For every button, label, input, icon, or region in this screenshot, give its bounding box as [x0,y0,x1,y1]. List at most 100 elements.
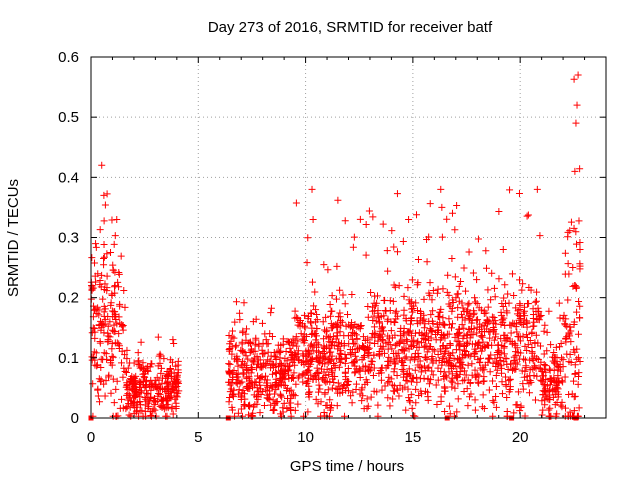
data-point [257,391,265,399]
data-point [567,359,575,367]
data-point [267,309,275,317]
data-point [237,393,245,401]
data-point [108,307,116,315]
data-point [136,364,144,372]
data-point [576,238,584,246]
data-point [533,185,541,193]
data-point [569,263,577,271]
data-point [308,331,316,339]
data-point [537,312,545,320]
data-point [342,322,350,330]
data-point [349,328,357,336]
data-point [169,410,177,418]
data-point [291,392,299,400]
data-point [90,325,98,333]
data-point [421,320,429,328]
data-point [413,378,421,386]
data-point [446,302,454,310]
data-point [372,317,380,325]
data-point [365,207,373,215]
data-point [232,298,240,306]
data-point [242,352,250,360]
data-point [539,391,547,399]
data-point [93,362,101,370]
data-point [501,337,509,345]
data-point [490,284,498,292]
data-point [144,390,152,398]
data-point [322,402,330,410]
data-point [358,397,366,405]
data-point [335,363,343,371]
data-point [336,349,344,357]
data-point [366,339,374,347]
data-point [554,393,562,401]
data-point [92,240,100,248]
data-point [495,275,503,283]
data-point [406,300,414,308]
data-point [268,370,276,378]
data-point [416,375,424,383]
data-point [115,330,123,338]
data-point [330,379,338,387]
data-point [412,385,420,393]
data-point [118,323,126,331]
data-point [157,369,165,377]
data-point [342,354,350,362]
data-point [350,359,358,367]
data-point [545,406,553,414]
data-point [390,350,398,358]
data-point [500,344,508,352]
data-point [497,308,505,316]
data-point [367,288,375,296]
data-point [550,359,558,367]
data-point [454,380,462,388]
data-point [326,396,334,404]
data-point [260,359,268,367]
data-point [564,296,572,304]
data-point [271,353,279,361]
data-point [238,338,246,346]
data-point [533,288,541,296]
data-point [399,329,407,337]
data-point [493,358,501,366]
data-point [114,278,122,286]
data-point [461,376,469,384]
data-point [90,348,98,356]
data-point [565,391,573,399]
data-point [231,318,239,326]
data-point [142,377,150,385]
data-point [448,361,456,369]
data-point [434,350,442,358]
data-point [407,305,415,313]
data-point [169,384,177,392]
data-point [308,278,316,286]
data-point [334,385,342,393]
data-point [516,276,524,284]
data-point [168,405,176,413]
data-point [364,350,372,358]
data-point [264,383,272,391]
data-point [243,325,251,333]
data-point [329,322,337,330]
data-point [164,404,172,412]
data-point [328,292,336,300]
data-point [452,294,460,302]
data-point [489,397,497,405]
data-point [472,348,480,356]
data-point [352,331,360,339]
data-point [395,282,403,290]
data-point [378,335,386,343]
data-point [449,378,457,386]
data-point [562,315,570,323]
data-point [121,303,129,311]
data-point [473,276,481,284]
data-point [571,167,579,175]
y-tick-label: 0 [71,410,79,427]
data-point [567,218,575,226]
data-point [499,318,507,326]
data-point [427,311,435,319]
data-point [369,371,377,379]
data-point [481,328,489,336]
data-point [511,359,519,367]
data-point [502,373,510,381]
